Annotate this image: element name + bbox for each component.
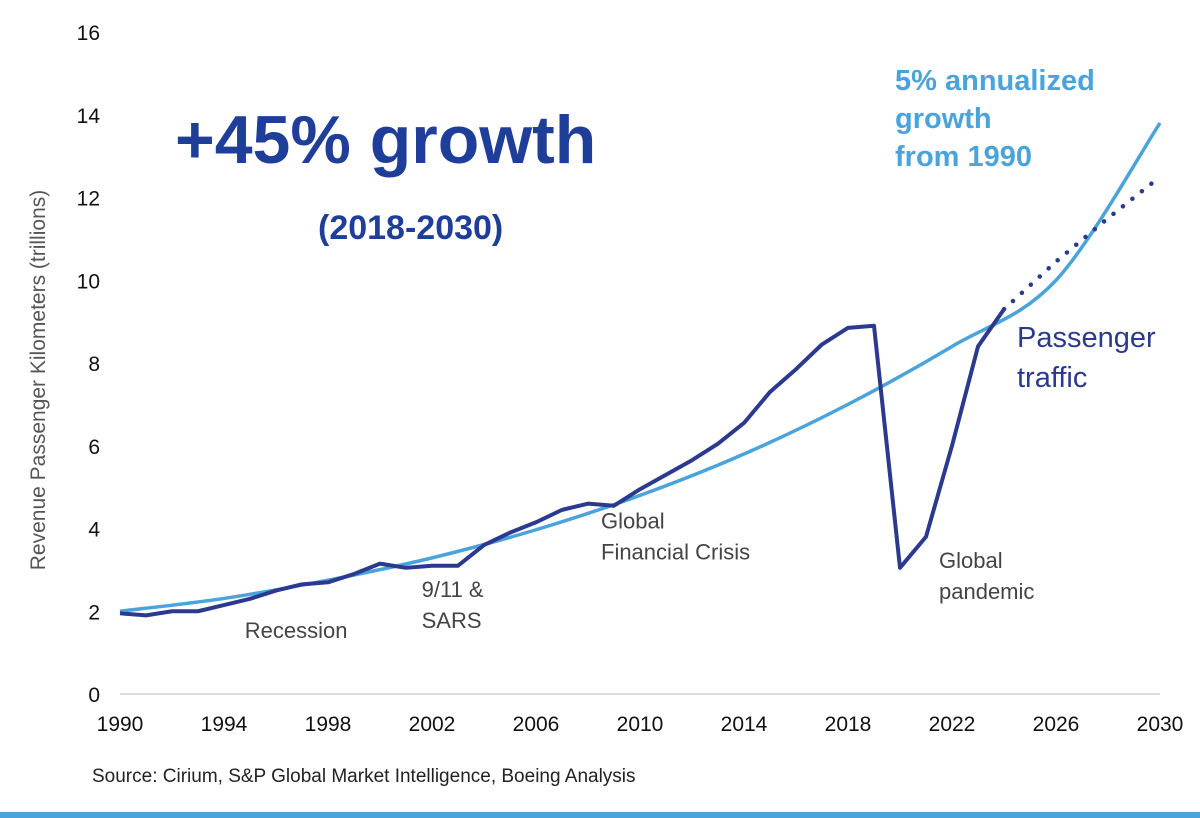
y-tick-label: 6 (88, 436, 100, 459)
series-layer (119, 122, 1163, 618)
annotation-line: 9/11 & (422, 577, 484, 602)
x-tick-labels: 1990 1994 1998 2002 2006 2010 2014 2018 2022 2026… (97, 713, 1184, 736)
chart-subtitle: (2018-2030) (318, 209, 503, 247)
x-tick-label: 2002 (409, 713, 456, 736)
y-tick-label: 12 (77, 188, 100, 211)
event-annotation: Global Financial Crisis (601, 509, 750, 565)
x-tick-label: 2014 (721, 713, 768, 736)
x-tick-label: 2006 (513, 713, 560, 736)
traffic-series-label: Passenger traffic (1017, 322, 1156, 394)
annotation-line: Financial Crisis (601, 540, 750, 565)
annotation-line: Global (601, 509, 665, 534)
x-tick-label: 1994 (201, 713, 248, 736)
series-label-line: Passenger (1017, 322, 1156, 354)
y-tick-labels: 0 2 4 6 8 10 12 14 16 (77, 22, 101, 707)
event-annotation: Global pandemic (939, 548, 1034, 604)
bottom-accent-rule (0, 812, 1200, 818)
x-tick-label: 2018 (825, 713, 872, 736)
passenger-traffic-forecast-line (1001, 174, 1163, 312)
series-label-line: 5% annualized (895, 65, 1095, 97)
series-label-line: from 1990 (895, 141, 1032, 173)
annotation-line: Global (939, 548, 1003, 573)
growth-trend-line (119, 122, 1162, 613)
annotation-line: pandemic (939, 579, 1034, 604)
x-tick-label: 2030 (1137, 713, 1184, 736)
y-tick-label: 0 (88, 684, 100, 707)
source-note: Source: Cirium, S&P Global Market Intell… (92, 766, 636, 787)
event-annotation: 9/11 & SARS (422, 577, 484, 633)
passenger-traffic-line (119, 308, 1006, 618)
y-tick-label: 4 (88, 519, 100, 542)
series-label-line: traffic (1017, 362, 1087, 394)
annotations: Recession 9/11 & SARS Global Financial Crisi… (245, 509, 1035, 644)
x-tick-label: 1990 (97, 713, 144, 736)
y-axis-label: Revenue Passenger Kilometers (trillions) (27, 190, 50, 571)
x-tick-label: 2022 (929, 713, 976, 736)
annotation-line: SARS (422, 608, 482, 633)
y-tick-label: 2 (88, 601, 100, 624)
y-tick-label: 14 (77, 105, 101, 128)
x-tick-label: 1998 (305, 713, 352, 736)
growth-series-label: 5% annualized growth from 1990 (895, 65, 1095, 173)
y-tick-label: 10 (77, 270, 100, 293)
annotation-line: Recession (245, 618, 348, 643)
y-tick-label: 8 (88, 353, 100, 376)
x-tick-label: 2010 (617, 713, 664, 736)
chart-title: +45% growth (175, 102, 596, 178)
series-label-line: growth (895, 103, 992, 135)
event-annotation: Recession (245, 618, 348, 643)
x-tick-label: 2026 (1033, 713, 1080, 736)
y-tick-label: 16 (77, 22, 100, 45)
